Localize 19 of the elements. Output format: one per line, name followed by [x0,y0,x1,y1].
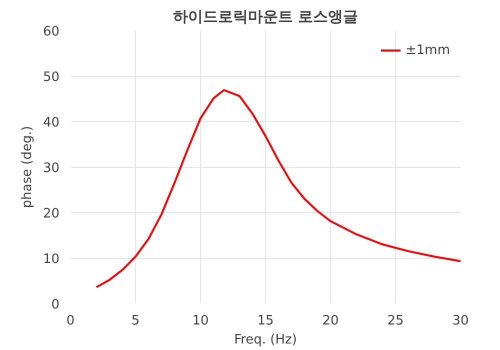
y-tick-label: 30 [42,161,60,176]
x-tick-label: 25 [387,314,404,328]
line-series [96,89,460,288]
y-tick-label: 40 [42,116,60,130]
y-tick-label: 20 [42,206,60,222]
x-axis-title: Freq. (Hz) [234,332,297,348]
x-tick-label: 5 [131,314,140,328]
x-tick-label: 30 [452,314,469,328]
x-tick-label: 20 [322,314,339,328]
x-tick-label: 15 [257,314,274,328]
y-tick-label: 10 [42,252,60,267]
y-tick-label: 60 [42,24,60,40]
y-axis-title: phase (deg.) [20,126,35,208]
y-tick-label: 50 [42,70,60,85]
legend-label: ±1mm [406,42,450,58]
y-tick-label: 0 [51,298,60,312]
x-tick-label: 10 [192,314,209,328]
x-tick-label: 0 [66,314,75,328]
chart-title: 하이드로릭마운트 로스앵글 [172,8,358,26]
